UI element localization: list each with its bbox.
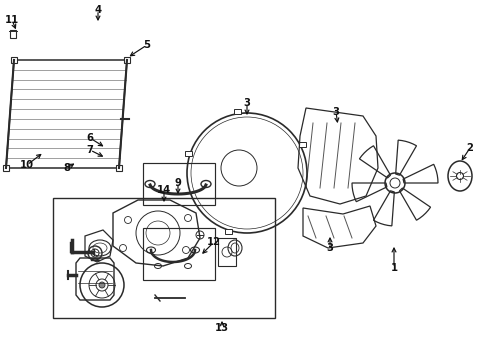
Bar (10, 30, 16, 38)
Text: 5: 5 (144, 40, 150, 50)
Bar (143, 228, 215, 280)
Bar (124, 57, 130, 63)
Circle shape (99, 282, 105, 288)
Text: 6: 6 (87, 133, 94, 143)
Text: 3: 3 (244, 98, 250, 108)
Bar (185, 151, 192, 156)
Bar (299, 142, 306, 147)
Text: 13: 13 (215, 323, 229, 333)
Text: 9: 9 (174, 178, 181, 188)
Text: 3: 3 (333, 107, 340, 117)
Text: 1: 1 (391, 263, 397, 273)
Bar (116, 165, 122, 171)
Text: 12: 12 (207, 237, 221, 247)
Bar (53, 198, 275, 318)
Text: 14: 14 (157, 185, 171, 195)
Text: 11: 11 (5, 15, 19, 25)
Text: 7: 7 (87, 145, 94, 155)
Bar (3, 165, 9, 171)
Bar (234, 109, 241, 114)
Bar (11, 57, 17, 63)
Text: 3: 3 (326, 243, 333, 253)
Text: 4: 4 (95, 5, 101, 15)
Text: 2: 2 (466, 143, 473, 153)
Text: 10: 10 (20, 160, 34, 170)
Text: 8: 8 (64, 163, 71, 173)
Bar (225, 229, 232, 234)
Bar (143, 163, 215, 205)
